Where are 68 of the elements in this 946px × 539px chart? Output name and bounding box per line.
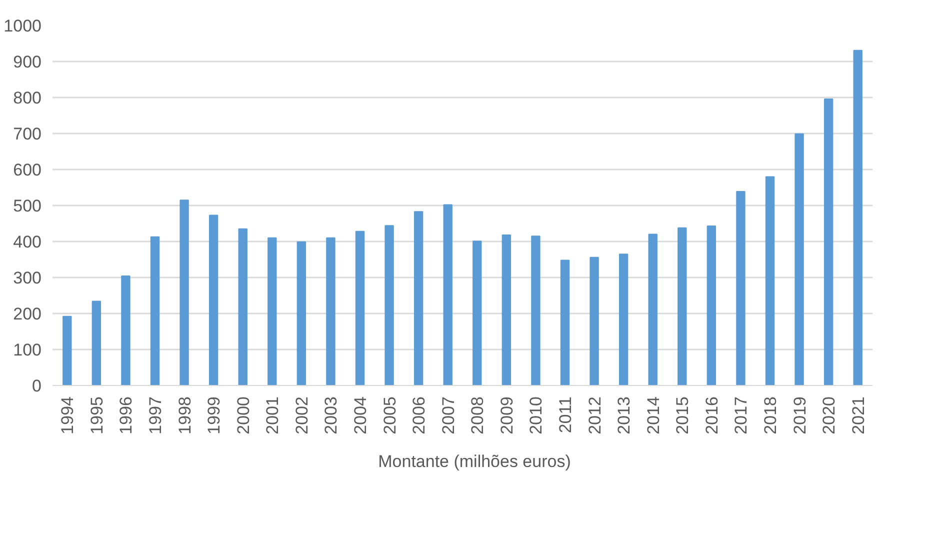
x-tick-label: 2015 <box>673 396 692 434</box>
y-tick-label: 0 <box>32 376 42 396</box>
bar <box>824 98 834 386</box>
x-tick-label: 2011 <box>556 396 575 434</box>
bar <box>794 133 804 386</box>
y-tick-label: 1000 <box>4 16 42 36</box>
bar <box>326 237 336 386</box>
x-tick-label: 2021 <box>848 396 868 434</box>
bar <box>853 50 862 386</box>
y-tick-label: 400 <box>13 232 42 252</box>
bar <box>531 236 540 386</box>
x-tick-label: 1999 <box>204 396 224 434</box>
x-tick-label: 2019 <box>790 396 810 434</box>
bar <box>618 254 628 386</box>
y-tick-label: 200 <box>13 304 42 324</box>
x-tick-label: 1994 <box>58 396 78 434</box>
bar <box>121 276 130 386</box>
x-tick-label: 2020 <box>820 396 839 434</box>
bar <box>238 228 248 386</box>
bar <box>443 204 452 386</box>
bar <box>502 234 512 386</box>
x-tick-label: 1996 <box>116 396 136 434</box>
x-tick-label: 2013 <box>614 396 634 434</box>
bar <box>590 256 599 386</box>
bar <box>62 316 72 386</box>
x-tick-label: 1995 <box>87 396 106 434</box>
bar <box>268 237 277 386</box>
x-tick-label: 2003 <box>322 396 341 434</box>
bar <box>678 227 687 386</box>
bar <box>208 214 218 386</box>
bar <box>736 190 746 386</box>
y-tick-label: 900 <box>13 52 42 72</box>
x-tick-label: 2000 <box>234 396 253 434</box>
bar <box>180 200 189 386</box>
y-tick-label: 300 <box>13 268 42 288</box>
bar <box>92 300 102 386</box>
bar <box>150 236 160 386</box>
x-tick-label: 2005 <box>380 396 400 434</box>
x-tick-label: 2006 <box>410 396 429 434</box>
bar <box>384 225 394 386</box>
bar <box>706 226 716 386</box>
x-tick-label: 2001 <box>263 396 282 434</box>
y-tick-label: 600 <box>13 160 42 180</box>
x-tick-label: 1997 <box>146 396 165 434</box>
y-tick-label: 800 <box>13 88 42 108</box>
bar <box>648 234 658 386</box>
y-tick-label: 700 <box>13 124 42 144</box>
y-tick-label: 500 <box>13 196 42 216</box>
bar <box>560 260 570 386</box>
bar <box>296 241 306 386</box>
bar <box>355 230 365 386</box>
x-tick-label: 2007 <box>438 396 458 434</box>
x-tick-label: 2016 <box>702 396 722 434</box>
x-tick-label: 2018 <box>761 396 780 434</box>
x-tick-label: 1998 <box>175 396 194 434</box>
x-tick-label: 2014 <box>644 396 663 434</box>
x-tick-label: 2009 <box>497 396 516 434</box>
x-tick-label: 2010 <box>526 396 546 434</box>
bar <box>414 211 424 386</box>
x-tick-label: 2012 <box>585 396 604 434</box>
x-tick-label: 2004 <box>351 396 370 434</box>
x-tick-label: 2002 <box>292 396 312 434</box>
x-tick-label: 2008 <box>468 396 488 434</box>
y-tick-label: 100 <box>13 340 42 360</box>
text: Montante (milhões euros) <box>378 452 571 472</box>
bar <box>765 176 775 386</box>
x-tick-label: 2017 <box>732 396 751 434</box>
bar <box>472 240 482 386</box>
